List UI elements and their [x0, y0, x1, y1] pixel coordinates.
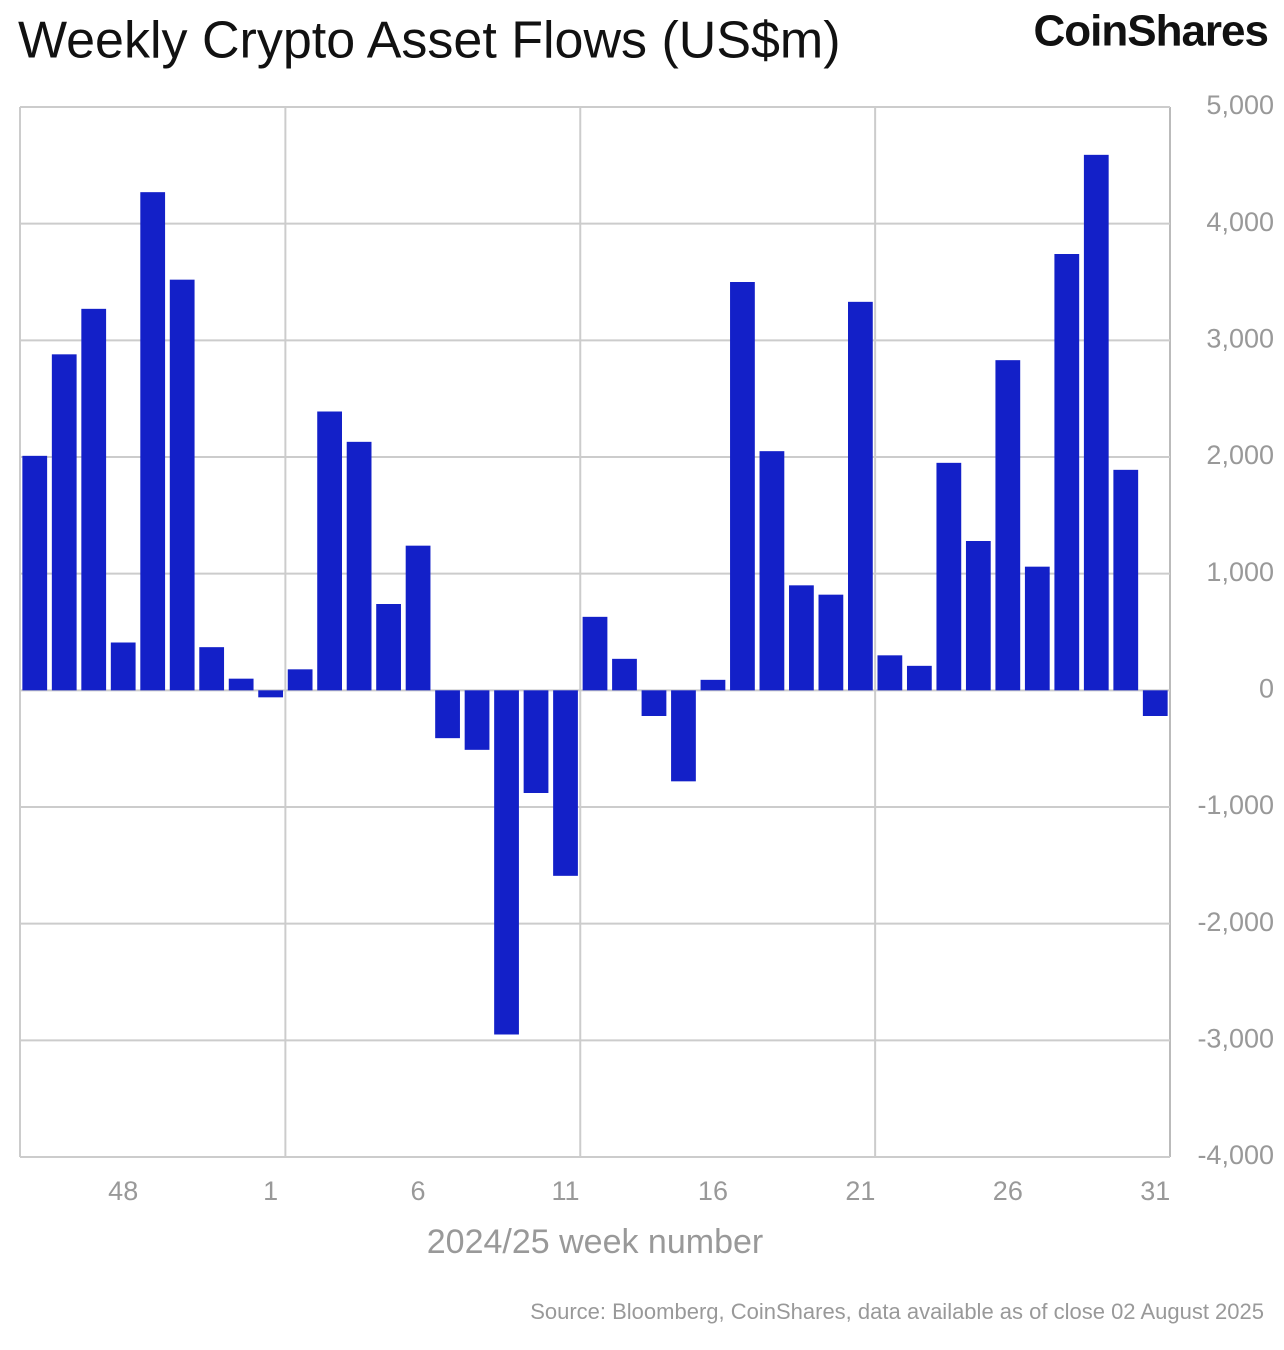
y-tick-label: 5,000 — [1206, 90, 1274, 120]
x-tick-label: 1 — [263, 1176, 278, 1206]
bar — [169, 279, 195, 691]
y-tick-label: 1,000 — [1206, 557, 1274, 587]
bar — [818, 594, 844, 691]
bar — [582, 616, 608, 691]
bar — [1054, 254, 1080, 691]
bar — [671, 690, 696, 782]
chart-title: Weekly Crypto Asset Flows (US$m) — [18, 12, 841, 70]
bar — [1024, 566, 1050, 691]
bar — [1113, 469, 1139, 691]
bar — [877, 655, 903, 691]
bar — [759, 451, 785, 691]
bar — [435, 690, 460, 739]
bar — [199, 647, 225, 691]
bar — [553, 690, 578, 876]
y-tick-label: -1,000 — [1197, 790, 1274, 820]
bar — [376, 604, 401, 691]
bar — [789, 585, 814, 691]
bar — [464, 690, 490, 750]
y-tick-label: -3,000 — [1197, 1023, 1274, 1053]
bar — [22, 455, 48, 691]
y-tick-label: 2,000 — [1206, 440, 1274, 470]
bar — [51, 354, 77, 691]
bar — [612, 658, 637, 691]
y-tick-label: -4,000 — [1197, 1140, 1274, 1170]
bar — [965, 541, 991, 691]
y-tick-label: -2,000 — [1197, 907, 1274, 937]
bar — [1142, 690, 1168, 716]
bar — [906, 665, 932, 691]
bar — [848, 301, 873, 691]
bar — [81, 308, 107, 691]
source-note: Source: Bloomberg, CoinShares, data avai… — [530, 1299, 1264, 1324]
x-tick-label: 11 — [551, 1176, 579, 1206]
brand-logo: CoinShares — [1033, 7, 1268, 56]
bar — [730, 282, 755, 691]
bar — [140, 192, 166, 691]
x-tick-label: 26 — [993, 1176, 1023, 1206]
bar — [346, 441, 372, 691]
bar — [228, 678, 254, 691]
bar — [936, 462, 962, 691]
y-tick-label: 3,000 — [1206, 323, 1274, 353]
bar — [523, 690, 549, 793]
bar — [258, 690, 284, 698]
y-tick-label: 4,000 — [1206, 207, 1274, 237]
bar — [317, 411, 342, 691]
bar — [287, 669, 313, 691]
bar — [641, 690, 667, 716]
bar — [494, 690, 519, 1035]
bar — [995, 360, 1021, 691]
x-axis-label: 2024/25 week number — [427, 1223, 763, 1261]
y-tick-label: 0 — [1259, 673, 1274, 703]
bar — [110, 642, 136, 691]
bar — [700, 679, 726, 691]
x-tick-label: 16 — [698, 1176, 728, 1206]
x-tick-label: 21 — [845, 1176, 875, 1206]
x-tick-label: 6 — [411, 1176, 426, 1206]
x-tick-label: 48 — [108, 1176, 138, 1206]
bar — [1083, 154, 1109, 691]
x-tick-label: 31 — [1140, 1176, 1170, 1206]
bar — [405, 545, 431, 691]
